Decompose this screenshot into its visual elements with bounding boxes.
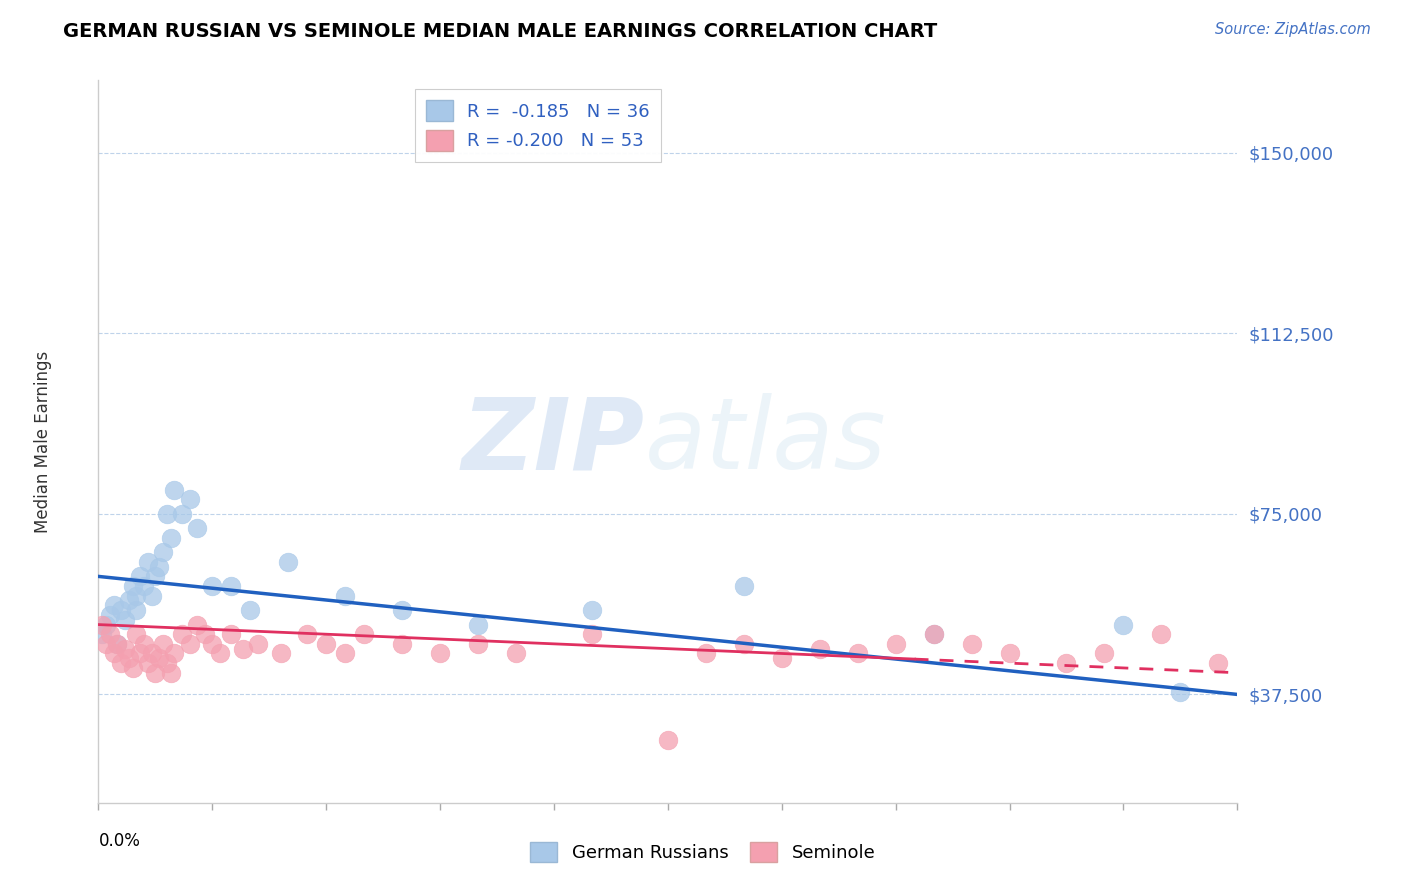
Point [353,627,375,641]
Point [163,483,186,497]
Point [141,589,163,603]
Point [581,603,603,617]
Point [232,641,254,656]
Text: ZIP: ZIP [463,393,645,490]
Point [315,637,337,651]
Point [277,555,299,569]
Point [922,627,945,641]
Point [125,603,148,617]
Point [239,603,262,617]
Point [884,637,907,651]
Point [1094,647,1116,661]
Point [118,651,141,665]
Point [1150,627,1173,641]
Point [148,651,170,665]
Point [159,531,181,545]
Legend: R =  -0.185   N = 36, R = -0.200   N = 53: R = -0.185 N = 36, R = -0.200 N = 53 [415,89,661,161]
Point [156,507,179,521]
Point [998,647,1021,661]
Point [110,656,132,670]
Point [201,579,224,593]
Point [132,579,155,593]
Point [98,607,121,622]
Point [505,647,527,661]
Point [132,637,155,651]
Point [91,617,114,632]
Y-axis label: Median Male Earnings: Median Male Earnings [34,351,52,533]
Point [179,637,201,651]
Point [170,627,193,641]
Text: 0.0%: 0.0% [98,831,141,850]
Point [186,521,208,535]
Point [467,637,489,651]
Point [297,627,319,641]
Point [221,627,243,641]
Point [246,637,269,651]
Point [733,637,755,651]
Point [136,555,159,569]
Point [152,545,174,559]
Point [121,579,143,593]
Point [145,665,167,680]
Point [94,617,117,632]
Point [103,647,125,661]
Point [846,647,869,661]
Point [129,569,152,583]
Legend: German Russians, Seminole: German Russians, Seminole [523,834,883,870]
Point [221,579,243,593]
Text: atlas: atlas [645,393,887,490]
Point [960,637,983,651]
Point [125,589,148,603]
Point [136,656,159,670]
Point [201,637,224,651]
Point [1170,685,1192,699]
Point [657,733,679,747]
Point [581,627,603,641]
Point [98,627,121,641]
Point [152,637,174,651]
Point [125,627,148,641]
Point [103,599,125,613]
Point [922,627,945,641]
Point [733,579,755,593]
Point [156,656,179,670]
Point [91,627,114,641]
Point [179,492,201,507]
Point [1112,617,1135,632]
Point [770,651,793,665]
Point [110,603,132,617]
Point [335,589,357,603]
Point [114,613,136,627]
Point [145,569,167,583]
Text: GERMAN RUSSIAN VS SEMINOLE MEDIAN MALE EARNINGS CORRELATION CHART: GERMAN RUSSIAN VS SEMINOLE MEDIAN MALE E… [63,22,938,41]
Point [186,617,208,632]
Point [194,627,217,641]
Point [118,593,141,607]
Point [270,647,292,661]
Point [148,559,170,574]
Point [391,603,413,617]
Point [107,637,129,651]
Point [1056,656,1078,670]
Point [129,647,152,661]
Point [107,637,129,651]
Point [114,641,136,656]
Point [808,641,831,656]
Point [1208,656,1230,670]
Point [94,637,117,651]
Text: Source: ZipAtlas.com: Source: ZipAtlas.com [1215,22,1371,37]
Point [163,647,186,661]
Point [335,647,357,661]
Point [208,647,231,661]
Point [170,507,193,521]
Point [695,647,717,661]
Point [429,647,451,661]
Point [159,665,181,680]
Point [391,637,413,651]
Point [121,661,143,675]
Point [141,647,163,661]
Point [467,617,489,632]
